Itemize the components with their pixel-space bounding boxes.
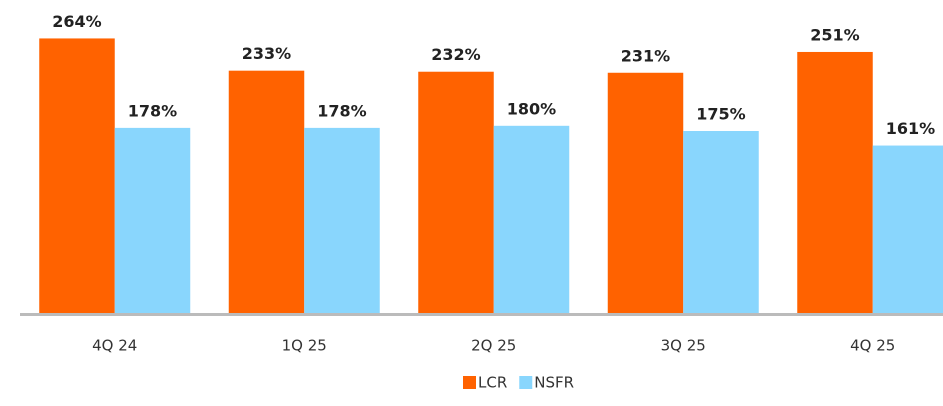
x-tick-label: 2Q 25 — [471, 337, 516, 355]
bar — [39, 38, 115, 313]
bar — [797, 51, 873, 314]
legend-label: NSFR — [534, 374, 574, 392]
bar — [872, 145, 943, 313]
legend-swatch — [519, 376, 533, 389]
value-label: 264% — [52, 12, 101, 31]
value-label: 161% — [886, 119, 935, 138]
value-label: 175% — [696, 105, 745, 124]
x-tick-label: 4Q 24 — [92, 337, 137, 355]
bar — [493, 125, 570, 313]
legend-swatch — [463, 376, 476, 389]
value-label: 231% — [621, 46, 670, 65]
value-label: 232% — [431, 45, 480, 64]
value-label: 251% — [810, 25, 859, 44]
bar — [304, 127, 380, 313]
bar — [228, 70, 305, 314]
x-tick-label: 4Q 25 — [850, 337, 895, 355]
bar — [607, 72, 684, 313]
x-tick-label: 3Q 25 — [661, 337, 706, 355]
x-tick-label: 1Q 25 — [282, 337, 327, 355]
value-label: 178% — [128, 101, 177, 120]
legend-label: LCR — [478, 374, 507, 392]
value-label: 178% — [317, 101, 366, 120]
value-label: 180% — [507, 99, 556, 118]
value-label: 233% — [242, 44, 291, 63]
bar — [114, 127, 191, 313]
bar — [418, 71, 494, 313]
bar — [683, 131, 759, 313]
